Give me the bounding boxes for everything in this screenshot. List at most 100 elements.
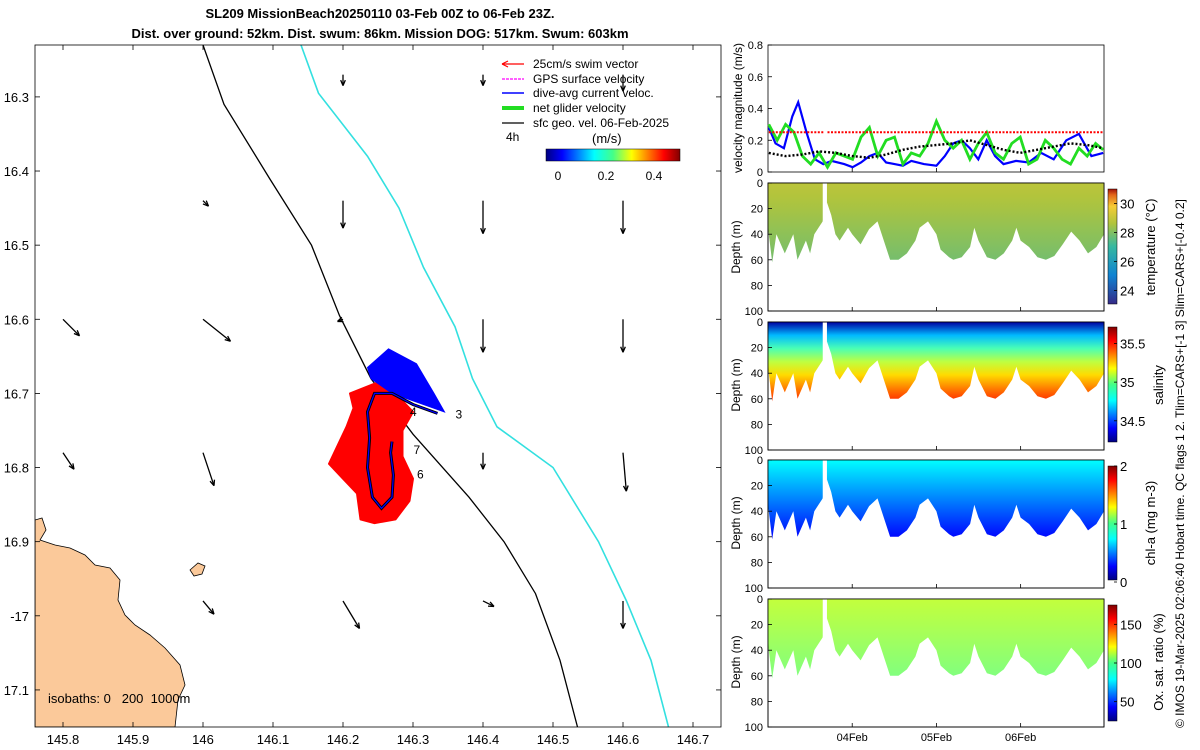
track-label-2: 7 <box>414 443 421 457</box>
chla-colorbar <box>1107 465 1118 581</box>
geo-vector-head-2 <box>620 85 626 92</box>
island <box>189 562 206 577</box>
map-axes: 145.8 145.9 146 146.1 146.2 146.3 146.4 146.5 14… <box>4 45 721 747</box>
colorbar-tick-label-3-1: 35 <box>1120 375 1134 390</box>
section-fill-4 <box>768 460 1104 540</box>
geo-vector-head-18 <box>487 601 495 608</box>
oxygen-colorbar-label: Ox. sat. ratio (%) <box>1151 613 1166 711</box>
colorbar-tick-label-3-2: 35.5 <box>1120 336 1145 351</box>
time-axis-ticks: 04Feb 05Feb 06Feb <box>837 168 1036 744</box>
geo-vectors <box>62 74 629 630</box>
oxygen-colorbar-ticks: 50 100 150 <box>1114 617 1142 710</box>
time-tick-label-2: 06Feb <box>1005 732 1036 744</box>
map-colorbar-tick-2: 0.4 <box>646 169 663 183</box>
map-ytick-label-7: -17 <box>10 609 29 624</box>
velocity-ylabel: velocity magnitude (m/s) <box>731 43 745 173</box>
map-xtick-label-6: 146.4 <box>467 732 500 747</box>
map-xtick-label-9: 146.7 <box>677 732 710 747</box>
section-ytick-label-3-3: 60 <box>751 394 763 406</box>
section-ytick-label-3-0: 0 <box>757 317 763 329</box>
colorbar-tick-label-4-0: 0 <box>1120 575 1127 590</box>
colorbar-tick-label-5-2: 150 <box>1120 617 1142 632</box>
section-ytick-label-3-2: 40 <box>751 368 763 380</box>
geo-vector-head-3 <box>202 200 210 207</box>
figure-subtitle: Dist. over ground: 52km. Dist. swum: 86k… <box>131 26 629 41</box>
geo-vector-head-7 <box>73 329 81 337</box>
track-labels: 3 4 7 6 <box>410 405 463 481</box>
temperature-colorbar-label: temperature (°C) <box>1143 199 1158 296</box>
velocity-line-0 <box>767 98 1104 169</box>
vel-ytick-label-2: 0.4 <box>748 104 763 116</box>
chla-section-fill: 0 20 40 60 80 100 <box>745 455 1105 595</box>
section-ytick-label-5-1: 20 <box>751 620 763 632</box>
geo-vector-head-6 <box>620 227 626 234</box>
time-tick-label-0: 04Feb <box>837 732 868 744</box>
time-tick-label-1: 05Feb <box>921 732 952 744</box>
track-label-3: 6 <box>417 467 424 481</box>
map-xtick-label-2: 146 <box>192 732 214 747</box>
geo-vector-head-15 <box>622 485 629 492</box>
section-frame-2 <box>767 182 1105 312</box>
oxygen-section-fill: 0 20 40 60 80 100 <box>745 594 1105 734</box>
geo-vector-head-14 <box>480 463 486 470</box>
velocity-panel: 0 0.2 0.4 0.6 0.8 velocity magnitude (m/s) <box>731 40 1105 179</box>
section-ytick-label-2-3: 60 <box>751 255 763 267</box>
colorbar-tick-label-5-1: 100 <box>1120 656 1142 671</box>
velocity-axis-ticks: 0 0.2 0.4 0.6 0.8 <box>748 40 772 179</box>
map-ytick-label-4: 16.7 <box>4 386 29 401</box>
map-frame <box>34 44 722 728</box>
section-ytick-label-4-5: 100 <box>745 583 763 595</box>
section-ytick-label-3-4: 80 <box>751 419 763 431</box>
colorbar-tick-label-3-0: 34.5 <box>1120 414 1145 429</box>
dive-avg-track <box>366 392 438 510</box>
vel-ytick-label-4: 0.8 <box>748 40 763 52</box>
geo-vector-head-0 <box>340 79 346 86</box>
legend-dive-label: dive-avg current veloc. <box>533 86 654 100</box>
section-ytick-label-4-1: 20 <box>751 481 763 493</box>
vel-ytick-label-0: 0 <box>757 167 763 179</box>
section-ytick-label-5-4: 80 <box>751 696 763 708</box>
chla-ylabel: Depth (m) <box>729 496 743 549</box>
temperature-section-fill: 0 20 40 60 80 100 <box>745 178 1105 318</box>
velocity-series <box>767 98 1105 170</box>
section-ytick-label-2-0: 0 <box>757 178 763 190</box>
section-gap-3 <box>822 322 827 450</box>
section-fill-3 <box>768 322 1104 402</box>
chla-colorbar-label: chl-a (mg m-3) <box>1143 481 1158 566</box>
map-colorbar-tick-1: 0.2 <box>598 169 615 183</box>
map-xtick-label-4: 146.2 <box>327 732 360 747</box>
section-frame-5 <box>767 598 1105 728</box>
geo-vector-head-8 <box>224 335 232 342</box>
legend-swim-label: 25cm/s swim vector <box>533 57 638 71</box>
colorbar-tick-label-2-2: 28 <box>1120 226 1134 241</box>
section-ytick-label-4-3: 60 <box>751 532 763 544</box>
section-gap-4 <box>822 460 827 588</box>
temperature-ylabel: Depth (m) <box>729 220 743 273</box>
salinity-panel: 0 20 40 60 80 100 34.5 35 35.5 salinity Depth (… <box>729 317 1166 457</box>
vel-ytick-label-1: 0.2 <box>748 135 763 147</box>
colorbar-tick-label-2-3: 30 <box>1120 197 1134 212</box>
map-xtick-label-3: 146.1 <box>257 732 290 747</box>
map-ytick-label-3: 16.6 <box>4 312 29 327</box>
map-ytick-label-1: 16.4 <box>4 164 29 179</box>
geo-vector-head-19 <box>620 622 626 629</box>
map-xtick-label-1: 145.9 <box>117 732 150 747</box>
map-xtick-label-0: 145.8 <box>47 732 80 747</box>
temperature-colorbar-ticks: 24 26 28 30 <box>1114 197 1134 299</box>
geo-vector-17 <box>342 600 361 629</box>
section-ytick-label-4-2: 40 <box>751 506 763 518</box>
section-ytick-label-3-1: 20 <box>751 343 763 355</box>
salinity-ylabel: Depth (m) <box>729 358 743 411</box>
track-label-1: 4 <box>410 405 417 419</box>
section-ytick-label-3-5: 100 <box>745 445 763 457</box>
temperature-colorbar <box>1107 188 1118 305</box>
velocity-axes-box <box>767 44 1105 173</box>
velocity-line-1 <box>767 117 1105 170</box>
map-ytick-label-2: 16.5 <box>4 238 29 253</box>
chla-colorbar-ticks: 0 1 2 <box>1114 459 1127 590</box>
section-ytick-label-2-4: 80 <box>751 280 763 292</box>
section-ytick-label-5-3: 60 <box>751 671 763 683</box>
geo-vector-head-1 <box>480 79 486 86</box>
vel-ytick-label-3: 0.6 <box>748 72 763 84</box>
